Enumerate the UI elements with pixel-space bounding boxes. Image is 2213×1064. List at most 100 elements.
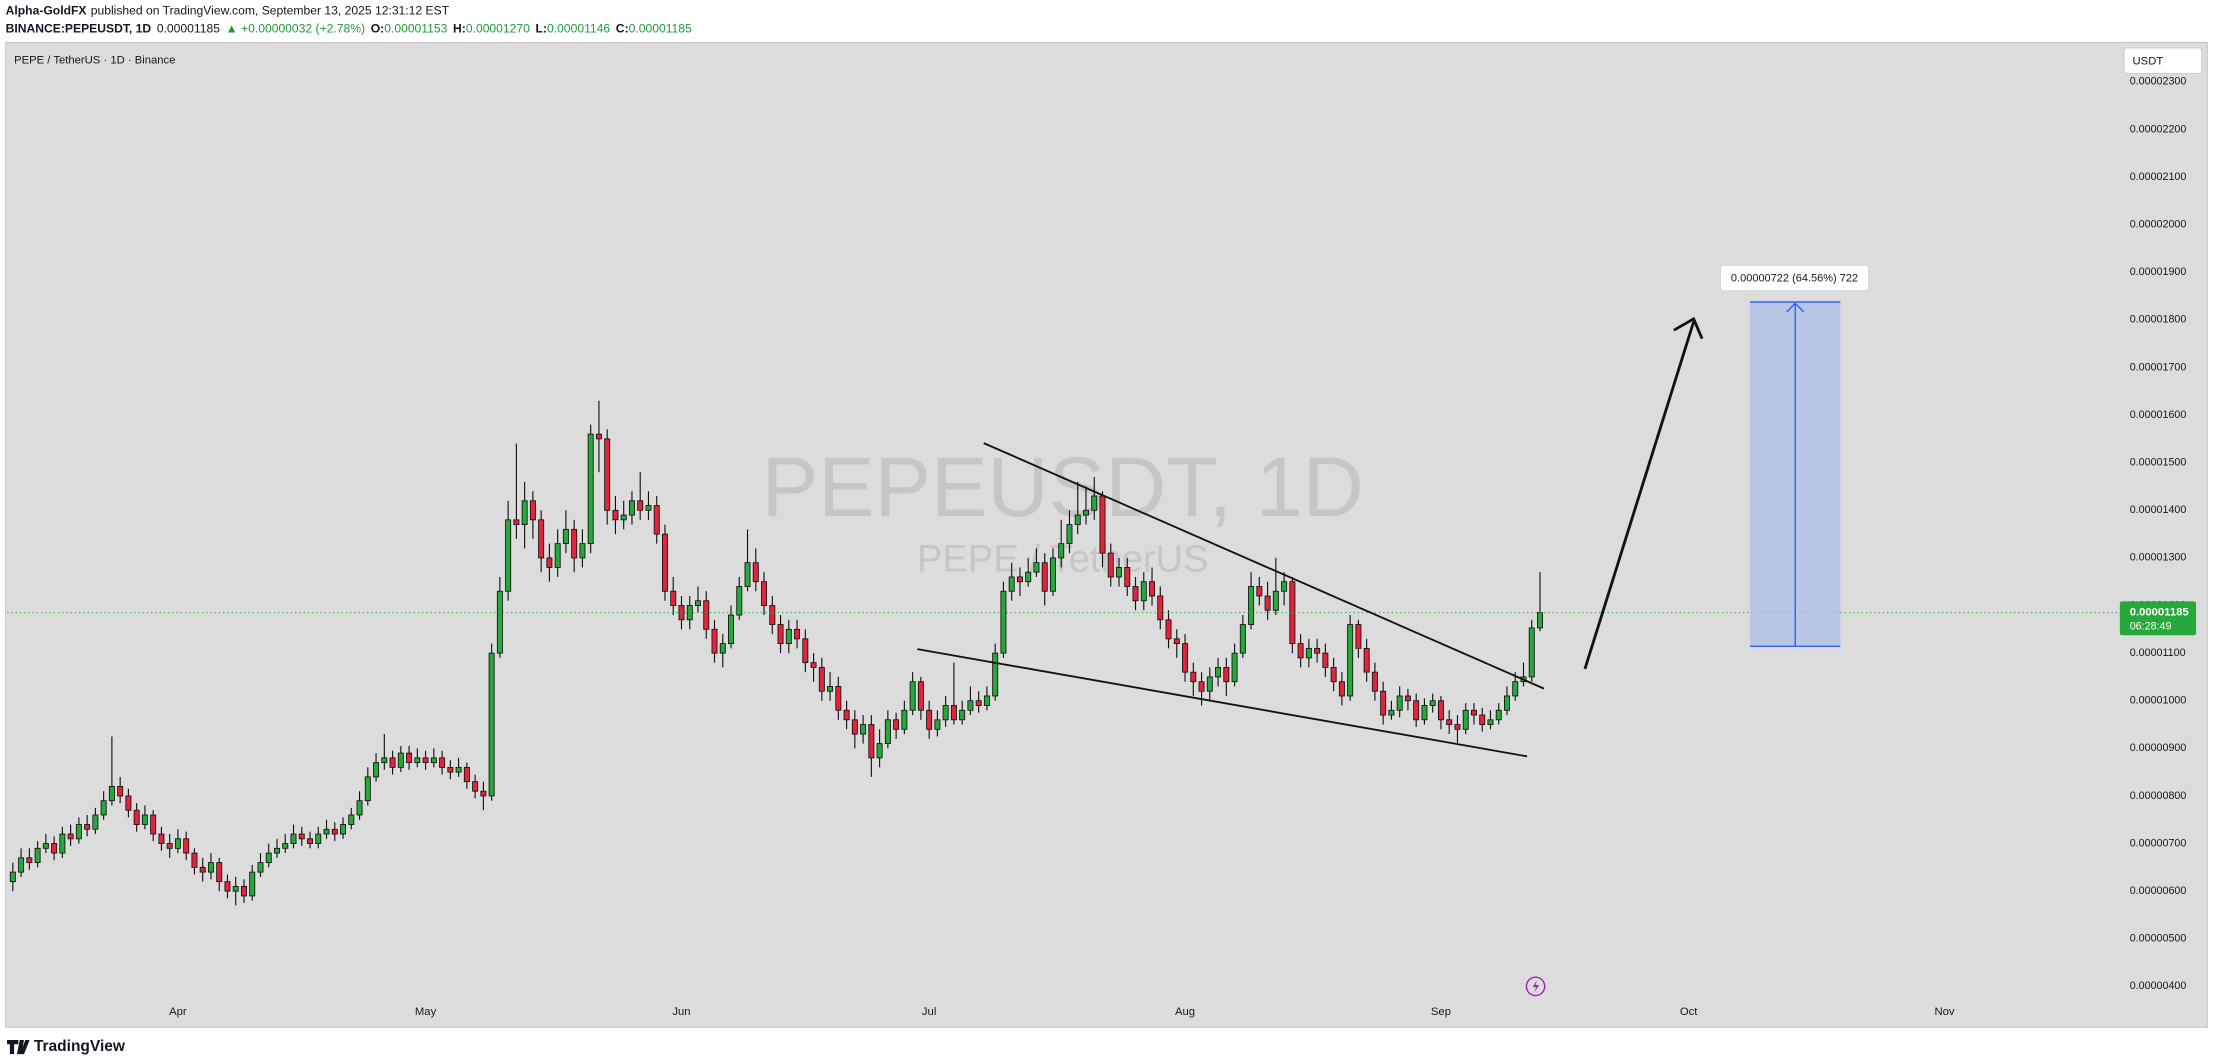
candle-body (1223, 666, 1230, 683)
y-tick-label: 0.00001900 (2130, 266, 2187, 278)
candle-body (1206, 676, 1213, 692)
candle-body (18, 857, 25, 873)
chart-title: PEPE / TetherUS · 1D · Binance (14, 55, 175, 67)
candle-body (785, 628, 792, 645)
candle-body (1479, 714, 1486, 725)
candle-body (942, 705, 949, 721)
logo-icon (7, 1040, 30, 1055)
candle-body (1091, 495, 1098, 511)
candle-body (191, 852, 198, 868)
candle-body (1058, 543, 1065, 559)
plot-area: 0.00000400 0.00000500 0.00000600 0.00000700… (7, 76, 2197, 1018)
y-tick-label: 0.00000700 (2130, 837, 2187, 849)
candle-body (744, 562, 751, 587)
x-tick-label: Jul (922, 1006, 936, 1018)
candle-body (901, 709, 908, 730)
candle-body (1016, 576, 1023, 583)
candle-body (546, 557, 553, 568)
candle-body (703, 600, 710, 630)
y-tick-label: 0.00001000 (2130, 695, 2187, 707)
candle-body (240, 885, 247, 897)
candle-body (505, 519, 512, 592)
projection-arrow (1583, 321, 1695, 670)
symbol: BINANCE:PEPEUSDT, 1D (6, 22, 152, 36)
candle-body (992, 652, 999, 697)
candle-body (274, 847, 280, 854)
candle-body (1396, 695, 1403, 711)
y-tick-label: 0.00001400 (2130, 504, 2187, 516)
candle-body (975, 700, 982, 706)
candle-body (1008, 576, 1015, 592)
candle-body (463, 766, 470, 783)
candle-body (1049, 557, 1056, 592)
candle-body (959, 709, 966, 721)
x-tick-label: Aug (1175, 1006, 1195, 1018)
candle-body (595, 433, 602, 440)
candle-body (1347, 624, 1354, 697)
candle-body (216, 862, 223, 883)
candle-body (249, 871, 256, 897)
candle-body (166, 843, 173, 849)
candle-body (1330, 666, 1337, 683)
candle-body (1272, 590, 1279, 611)
candle-body (1099, 495, 1106, 554)
x-tick-label: Apr (169, 1006, 187, 1018)
candle-body (1066, 524, 1073, 545)
candle-body (612, 509, 619, 521)
ohlc-label: L: (536, 22, 547, 36)
chart-pane (5, 41, 2208, 1028)
event-icon[interactable] (1525, 976, 1546, 997)
candle-body (695, 600, 701, 606)
candle-body (406, 752, 413, 764)
candle-body (628, 500, 635, 516)
candle-body (802, 638, 809, 664)
candle-body (1132, 586, 1139, 602)
ohlc-value: 0.00001153 (384, 22, 447, 36)
currency-label: USDT (2133, 55, 2164, 67)
candle-body (430, 757, 437, 764)
candle-body (340, 824, 347, 835)
candle-body (224, 881, 231, 892)
candle-body (364, 776, 371, 802)
candle-body (414, 757, 421, 764)
candle-body (158, 833, 165, 844)
candle-body (884, 719, 891, 745)
candle-body (455, 766, 462, 773)
candle-body (26, 857, 33, 864)
candle-body (950, 705, 957, 721)
y-tick-label: 0.00000800 (2130, 790, 2187, 802)
y-tick-label: 0.00001300 (2130, 552, 2187, 564)
candle-body (1157, 595, 1164, 621)
y-tick-label: 0.00001500 (2130, 457, 2187, 469)
candle-body (1528, 627, 1535, 678)
candle-body (117, 786, 124, 797)
candle-body (1149, 581, 1156, 597)
y-tick-label: 0.00001800 (2130, 314, 2187, 326)
candle-body (926, 709, 933, 730)
y-tick-label: 0.00002000 (2130, 218, 2187, 230)
candle-body (439, 757, 446, 768)
arrow-head (1673, 316, 1704, 340)
candle-body (1305, 647, 1312, 659)
candle-body (1462, 709, 1469, 730)
candle-body (843, 709, 850, 721)
candle-body (529, 500, 536, 521)
y-tick-label: 0.00001600 (2130, 409, 2187, 421)
candle-body (1124, 567, 1131, 587)
candle-body (538, 519, 545, 559)
candle-body (736, 586, 743, 616)
candle-body (75, 824, 82, 840)
x-tick-label: May (415, 1006, 437, 1018)
candle-body (1355, 624, 1362, 649)
currency-button[interactable] (2123, 47, 2203, 74)
last-price-box (2119, 601, 2197, 636)
candle-body (587, 433, 594, 545)
candle-body (174, 838, 181, 849)
candle-body (232, 885, 239, 892)
symbol-line: BINANCE:PEPEUSDT, 1D 0.00001185 ▲ +0.00000… (6, 22, 692, 36)
candle-body (1165, 619, 1172, 640)
candle-body (604, 438, 611, 511)
candle-body (868, 724, 875, 759)
candle-body (1140, 581, 1147, 602)
candle-body (562, 528, 569, 545)
